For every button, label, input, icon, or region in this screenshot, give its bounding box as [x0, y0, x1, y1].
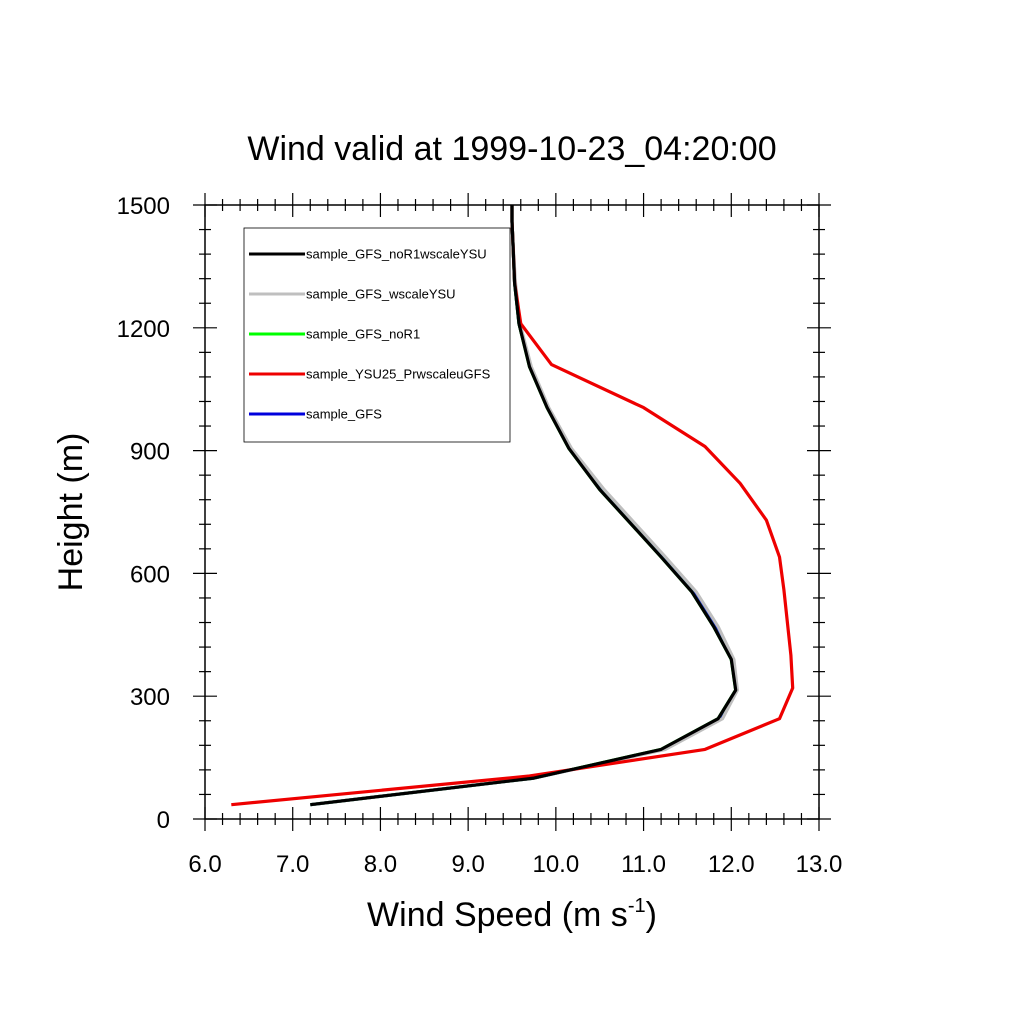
x-tick-label: 9.0 [451, 851, 484, 878]
x-tick-label: 6.0 [188, 851, 221, 878]
x-tick-label: 12.0 [708, 851, 755, 878]
x-axis-label-superscript: -1 [628, 895, 646, 917]
legend: sample_GFS_noR1wscaleYSU sample_GFS_wscal… [243, 227, 511, 443]
x-axis-label-end: ) [646, 896, 657, 934]
legend-label: sample_GFS_wscaleYSU [306, 287, 456, 302]
x-tick-label: 10.0 [532, 851, 579, 878]
series-line-sample_GFS_noR1wscaleYSU [310, 205, 738, 807]
legend-label: sample_YSU25_PrwscaleuGFS [306, 367, 491, 382]
x-axis-label: Wind Speed (m s-1) [367, 895, 657, 934]
y-tick-label: 600 [130, 561, 170, 588]
y-axis-label: Height (m) [52, 433, 90, 592]
series-lines [231, 205, 795, 807]
y-tick-label: 300 [130, 684, 170, 711]
y-tick-labels: 0 300 600 900 1200 1500 [117, 193, 170, 834]
y-tick-label: 900 [130, 439, 170, 466]
chart-title: Wind valid at 1999-10-23_04:20:00 [247, 130, 776, 168]
y-tick-label: 1500 [117, 193, 170, 220]
x-tick-label: 7.0 [276, 851, 309, 878]
legend-label: sample_GFS_noR1 [306, 327, 420, 342]
x-tick-label: 8.0 [364, 851, 397, 878]
x-tick-labels: 6.0 7.0 8.0 9.0 10.0 11.0 12.0 13.0 [188, 851, 842, 878]
x-tick-label: 11.0 [621, 851, 666, 878]
x-tick-label: 13.0 [796, 851, 843, 878]
y-tick-label: 1200 [117, 316, 170, 343]
legend-label: sample_GFS_noR1wscaleYSU [306, 247, 487, 262]
legend-label: sample_GFS [306, 407, 382, 422]
y-tick-label: 0 [157, 807, 170, 834]
x-axis-label-text: Wind Speed (m s [367, 896, 628, 934]
plot-frame [204, 204, 820, 820]
